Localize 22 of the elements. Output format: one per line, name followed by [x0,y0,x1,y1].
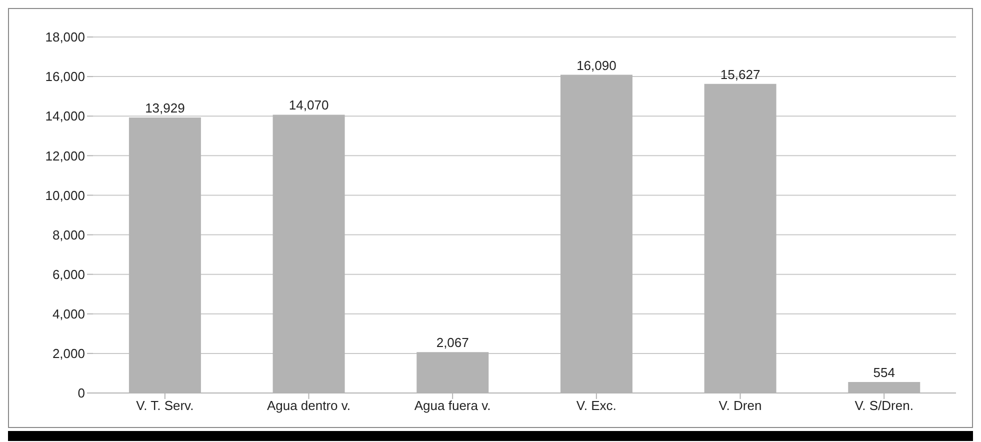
x-tick-label: Agua dentro v. [266,398,351,414]
data-label: 2,067 [436,335,469,350]
y-tick-label: 16,000 [45,69,85,84]
data-label: 14,070 [288,98,329,113]
x-tick-label: V. T. Serv. [136,398,194,414]
x-tick-label: V. Exc. [576,398,616,414]
y-tick-label: 2,000 [52,346,85,362]
y-tick-label: 10,000 [45,188,85,203]
data-label: 13,929 [145,100,185,116]
data-label: 554 [873,365,895,380]
data-label: 16,090 [576,58,616,73]
y-tick-label: 8,000 [52,227,85,242]
y-tick-label: 18,000 [45,30,85,45]
data-label: 15,627 [720,66,760,82]
y-tick-label: 6,000 [52,266,85,282]
x-tick-label: Agua fuera v. [414,398,491,414]
y-tick-label: 14,000 [45,108,85,124]
x-tick-label: V. S/Dren. [854,398,914,414]
y-tick-label: 4,000 [52,306,85,322]
y-tick-label: 12,000 [45,148,85,164]
x-tick-label: V. Dren [718,398,762,414]
y-tick-label: 0 [78,386,85,401]
